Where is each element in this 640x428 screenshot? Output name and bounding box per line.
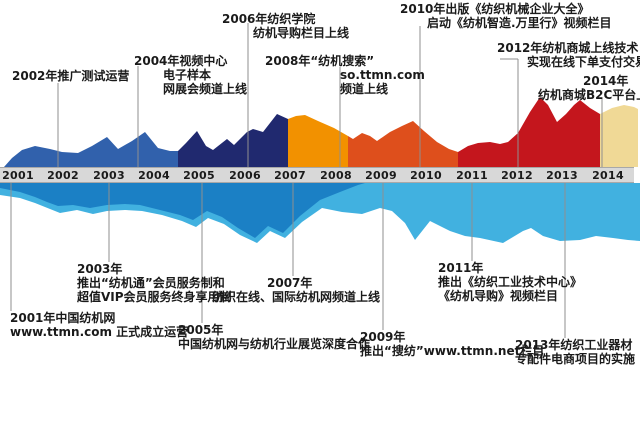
annotation-line: 纺机商城B2C平台上线	[538, 88, 640, 102]
area-2008-2010	[348, 121, 458, 167]
year-label-2012: 2012	[501, 169, 533, 182]
annotation-top-2004: 2004年视频中心 电子样本 网展会频道上线	[134, 54, 247, 96]
annotation-top-2002: 2002年推广测试运营	[12, 69, 129, 83]
year-label-2014: 2014	[592, 169, 624, 182]
annotation-top-2008: 2008年“纺机搜索” so.ttmn.com 频道上线	[265, 54, 425, 96]
year-label-2011: 2011	[456, 169, 488, 182]
annotation-line: 实现在线下单支付交易	[527, 55, 640, 69]
annotation-line: 专配件电商项目的实施	[515, 352, 636, 366]
annotation-line: 2010年出版《纺织机械企业大全》	[400, 2, 590, 16]
annotation-line: 2008年“纺机搜索”	[265, 54, 375, 68]
annotation-top-2010: 2010年出版《纺织机械企业大全》 启动《纺机智造.万里行》视频栏目	[400, 2, 612, 30]
annotation-line: 网展会频道上线	[163, 82, 248, 96]
annotation-line: 2003年	[77, 262, 123, 276]
annotation-top-2014: 2014年 纺机商城B2C平台上线	[538, 74, 640, 102]
timeline-band	[0, 167, 634, 183]
annotation-line: 推出“搜纺”www.ttmn.net栏目	[360, 344, 545, 358]
annotation-line: 纺机导购栏目上线	[253, 26, 350, 40]
year-label-2008: 2008	[320, 169, 352, 182]
year-label-2009: 2009	[365, 169, 397, 182]
annotation-line: 2007年	[267, 276, 313, 290]
annotation-bottom-2005: 2005年 中国纺机网与纺机行业展览深度合作	[178, 323, 370, 351]
annotation-bottom-2011: 2011年 推出《纺织工业技术中心》 《纺机导购》视频栏目	[438, 261, 582, 303]
year-label-2003: 2003	[93, 169, 125, 182]
annotation-line: 2011年	[438, 261, 484, 275]
annotation-line: 2005年	[178, 323, 224, 337]
area-2011-2013	[458, 97, 600, 167]
annotation-top-2012: 2012年纺机商城上线技术 实现在线下单支付交易	[497, 41, 640, 69]
year-label-2001: 2001	[2, 169, 34, 182]
year-label-2007: 2007	[274, 169, 306, 182]
annotation-bottom-2009: 2009年 推出“搜纺”www.ttmn.net栏目	[360, 330, 544, 358]
annotation-line: 2002年推广测试运营	[12, 69, 130, 83]
year-label-2005: 2005	[183, 169, 215, 182]
annotation-top-2006: 2006年纺织学院 纺机导购栏目上线	[222, 12, 349, 40]
year-label-2010: 2010	[410, 169, 442, 182]
annotation-line: 推出“纺机通”会员服务制和	[77, 276, 225, 290]
area-2001-2004	[4, 132, 178, 167]
annotation-line: 2006年纺织学院	[222, 12, 316, 26]
annotation-line: 中国纺机网与纺机行业展览深度合作	[178, 337, 371, 351]
year-label-2013: 2013	[546, 169, 578, 182]
annotation-line: 2001年中国纺机网	[10, 311, 116, 325]
year-label-2002: 2002	[47, 169, 79, 182]
annotation-bottom-2007: 2007年 纺织在线、国际纺机网频道上线	[212, 276, 380, 304]
annotation-line: 2004年视频中心	[134, 54, 228, 68]
annotation-line: 2012年纺机商城上线技术	[497, 41, 639, 55]
annotation-line: 《纺机导购》视频栏目	[438, 289, 559, 303]
area-2007-2008	[288, 115, 348, 167]
area-2005-2006	[178, 114, 288, 167]
annotation-line: so.ttmn.com	[340, 68, 425, 82]
annotation-line: 2014年	[583, 74, 629, 88]
annotation-line: 2009年	[360, 330, 406, 344]
annotation-line: 2013年纺织工业器材	[515, 338, 633, 352]
area-below-primary	[0, 183, 365, 238]
annotation-line: www.ttmn.com 正式成立运营	[10, 325, 189, 339]
annotation-bottom-2013: 2013年纺织工业器材 专配件电商项目的实施	[515, 338, 635, 366]
annotation-line: 纺织在线、国际纺机网频道上线	[212, 290, 381, 304]
annotation-bottom-2003: 2003年 推出“纺机通”会员服务制和 超值VIP会员服务终身享用制	[77, 262, 232, 304]
annotation-line: 超值VIP会员服务终身享用制	[77, 290, 232, 304]
area-2014	[600, 105, 638, 167]
annotation-bottom-2001: 2001年中国纺机网 www.ttmn.com 正式成立运营	[10, 311, 188, 339]
annotation-line: 启动《纺机智造.万里行》视频栏目	[427, 16, 612, 30]
annotation-line: 推出《纺织工业技术中心》	[438, 275, 583, 289]
annotation-line: 电子样本	[163, 68, 212, 82]
year-label-2004: 2004	[138, 169, 170, 182]
year-label-2006: 2006	[229, 169, 261, 182]
annotation-line: 频道上线	[340, 82, 389, 96]
